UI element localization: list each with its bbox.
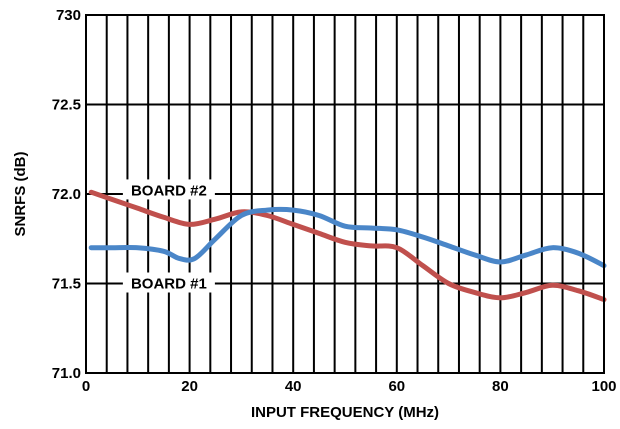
x-tick-label: 60: [388, 378, 405, 395]
x-tick-label: 100: [591, 378, 616, 395]
annotation-board-1: BOARD #1: [131, 276, 207, 293]
x-tick-label: 0: [82, 378, 90, 395]
x-tick-label: 40: [285, 378, 302, 395]
y-tick-label: 72.0: [52, 186, 81, 203]
y-tick-label: 730: [56, 7, 81, 24]
grid-layer: [86, 15, 604, 373]
annotation-board-2: BOARD #2: [131, 182, 207, 199]
annotation-background: [122, 272, 215, 293]
x-axis-label: INPUT FREQUENCY (MHz): [251, 404, 439, 421]
tick-labels-layer: 0 20 40 60 80 100 71.0 71.5 72.0 72.5 730: [52, 7, 617, 395]
y-tick-label: 72.5: [52, 97, 81, 114]
annotation-background: [122, 179, 215, 200]
plot-frame: [85, 14, 605, 374]
y-axis-label: SNRFS (dB): [12, 152, 29, 237]
y-tick-label: 71.5: [52, 276, 81, 293]
series-line-board-2: [88, 189, 607, 303]
x-tick-label: 80: [492, 378, 509, 395]
y-tick-label: 71.0: [52, 365, 81, 382]
x-tick-label: 20: [181, 378, 198, 395]
annotations-layer: BOARD #2 BOARD #1: [122, 179, 215, 293]
series-line-board-1: [88, 206, 607, 269]
series-layer: [88, 189, 607, 303]
